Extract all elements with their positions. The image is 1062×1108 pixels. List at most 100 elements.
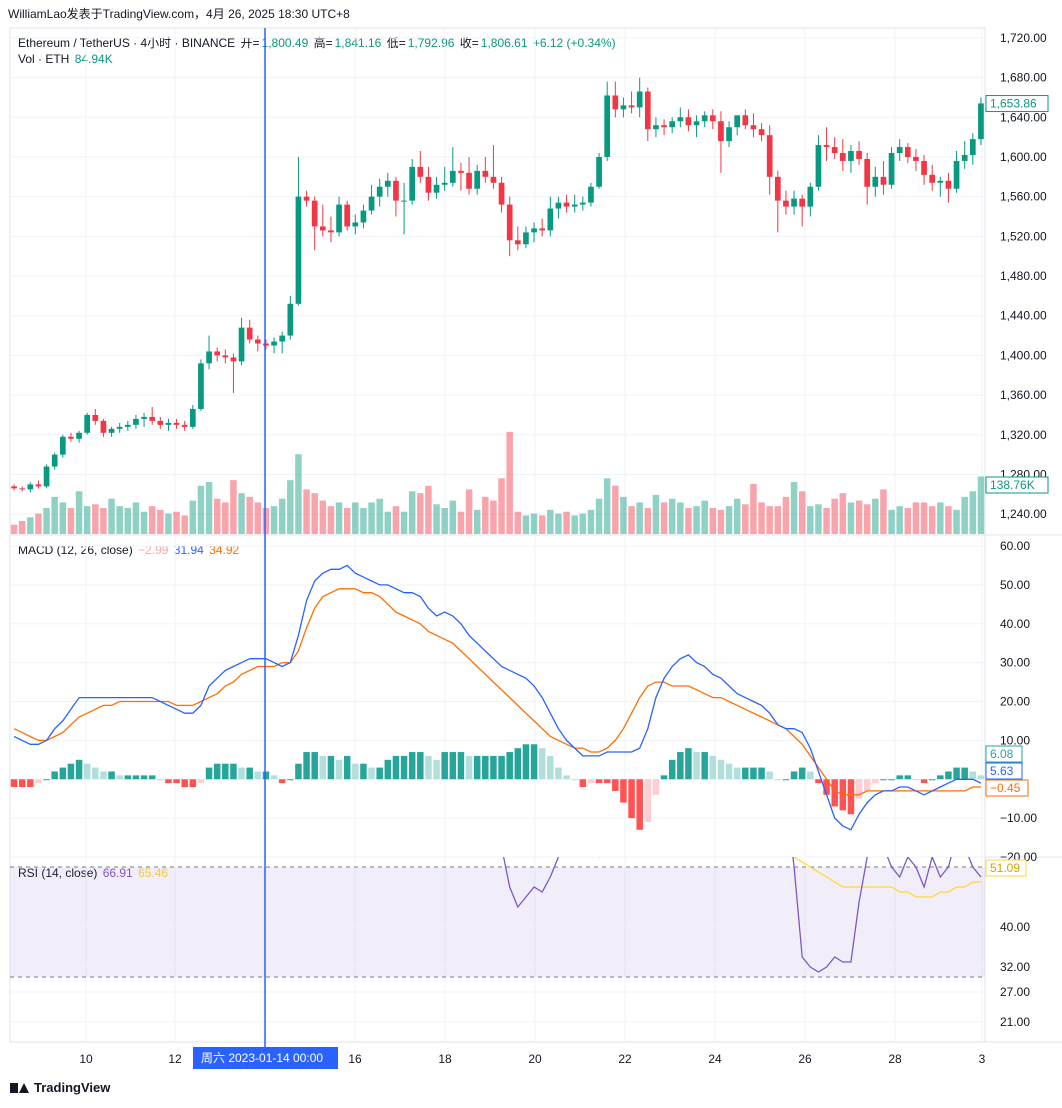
volume-bar (360, 508, 367, 534)
candle (799, 194, 806, 227)
candle-body (514, 240, 521, 245)
candle-body (433, 184, 440, 193)
candle (539, 218, 546, 237)
volume-bar (555, 513, 562, 534)
macd-tick-label: 10.00 (1000, 733, 1030, 747)
candle (807, 182, 814, 217)
macd-histogram-bar (538, 748, 546, 780)
candle-body (84, 414, 91, 433)
publisher-header: WilliamLao发表于TradingView.com，4月 26, 2025… (8, 7, 350, 21)
candle-body (352, 222, 359, 227)
macd-histogram-bar (360, 763, 367, 780)
macd-histogram-bar (27, 779, 34, 788)
macd-histogram-bar (782, 779, 790, 781)
price-tick-label: 1,600.00 (1000, 150, 1047, 164)
tradingview-footer[interactable]: TradingView (10, 1080, 110, 1095)
candle-body (466, 172, 472, 189)
candle-body (133, 418, 139, 425)
macd-histogram-bar (262, 771, 270, 780)
candle-body (263, 343, 269, 346)
macd-histogram-bar (847, 779, 855, 815)
candle (279, 331, 286, 354)
macd-histogram-bar (35, 779, 42, 784)
volume-bar (205, 482, 213, 534)
candle (376, 178, 383, 207)
volume-bar (823, 508, 830, 534)
volume-bar (709, 508, 717, 534)
macd-histogram-bar (807, 771, 814, 780)
macd-histogram-bar (319, 755, 327, 780)
volume-bar (335, 502, 343, 534)
volume-bar (628, 506, 635, 534)
symbol-label[interactable]: Ethereum / TetherUS · 4小时 · BINANCE (18, 36, 236, 50)
volume-bar (563, 511, 570, 534)
macd-histogram-bar (831, 779, 838, 807)
volume-bar (847, 502, 855, 534)
candle (474, 164, 481, 195)
macd-histogram-bar (603, 779, 611, 784)
volume-label[interactable]: Vol · ETH (18, 52, 70, 66)
candle-body (555, 202, 562, 209)
high-label: 高= (313, 36, 333, 50)
macd-histogram-bar (230, 763, 237, 780)
macd-histogram-bar (75, 759, 83, 780)
volume-bar (937, 502, 944, 534)
candle-body (669, 121, 676, 128)
volume-bar (465, 489, 473, 534)
volume-badge: 138.76K (990, 478, 1035, 492)
candle (913, 149, 919, 171)
rsi-label[interactable]: RSI (14, close) (18, 866, 97, 880)
x-tick-label: 26 (798, 1052, 812, 1066)
candle-body (409, 166, 416, 201)
macd-histogram-bar (116, 775, 123, 780)
candle-body (238, 327, 245, 362)
candle-body (815, 145, 822, 187)
macd-histogram-bar (815, 779, 822, 784)
candle-body (124, 424, 131, 427)
volume-bar (230, 480, 237, 534)
macd-histogram-bar (197, 779, 205, 784)
macd-histogram-bar (896, 775, 903, 780)
candle-body (336, 204, 342, 233)
macd-histogram-bar (742, 767, 749, 780)
macd-histogram-bar (904, 775, 912, 780)
candle (92, 408, 99, 425)
candle (214, 347, 221, 362)
macd-histogram-bar (920, 779, 928, 784)
macd-histogram-bar (644, 779, 652, 823)
volume-bar (384, 511, 392, 534)
candle-body (165, 422, 172, 425)
macd-histogram-bar (457, 752, 465, 780)
candle (393, 176, 399, 217)
candle-body (604, 95, 611, 157)
volume-bar (173, 511, 180, 534)
macd-tick-label: 60.00 (1000, 539, 1030, 553)
candle-body (116, 426, 123, 429)
volume-bar (295, 454, 302, 534)
macd-histogram-bar (701, 752, 708, 780)
macd-histogram-bar (937, 775, 944, 780)
candle (458, 162, 464, 191)
macd-histogram-bar (108, 771, 115, 780)
volume-bar (750, 483, 757, 534)
volume-bar (425, 485, 432, 534)
candle (263, 339, 269, 350)
candle (68, 432, 74, 442)
candle (953, 151, 960, 193)
candle-body (880, 176, 887, 185)
candle-body (831, 147, 838, 154)
candle (677, 107, 684, 128)
volume-bar (912, 502, 920, 534)
macd-signal-badge: −0.45 (990, 781, 1021, 795)
candle-body (766, 135, 773, 177)
close-label: 收= (459, 36, 479, 50)
candle-body (750, 125, 757, 130)
candle-body (848, 151, 854, 161)
volume-bar (433, 504, 440, 534)
volume-bar (782, 496, 790, 534)
macd-histogram-bar (43, 779, 50, 781)
candle-body (246, 327, 253, 340)
price-tick-label: 1,400.00 (1000, 348, 1047, 362)
candle-body (214, 351, 221, 356)
